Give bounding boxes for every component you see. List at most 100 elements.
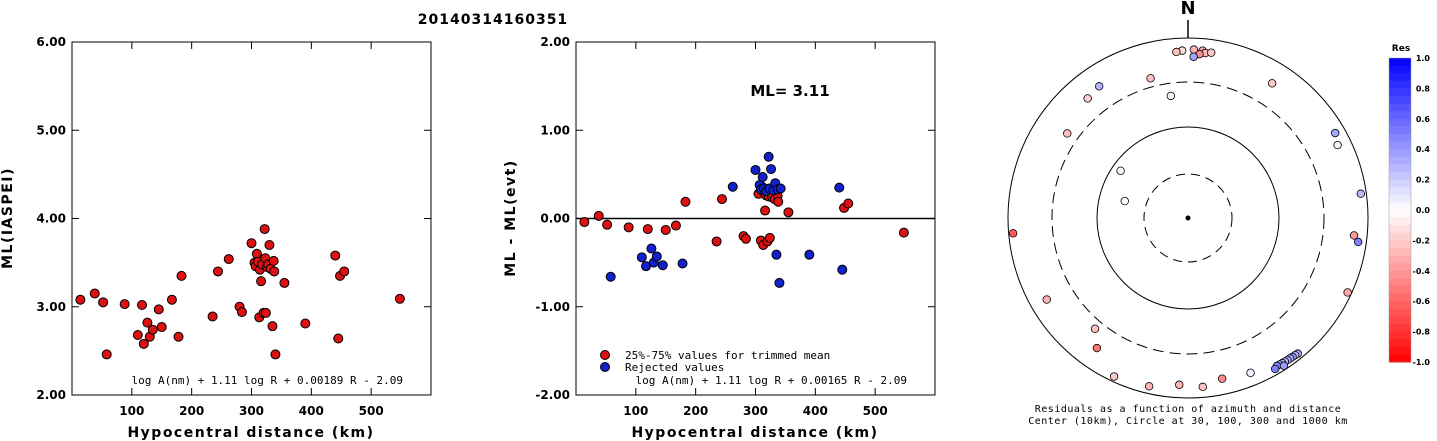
polar-data-point	[1207, 48, 1216, 57]
polar-data-point	[1246, 368, 1255, 378]
data-point	[333, 333, 344, 344]
data-point	[763, 151, 774, 162]
data-point	[657, 260, 668, 271]
data-point	[173, 331, 184, 342]
colorbar-swatch	[1389, 194, 1411, 203]
polar-data-point	[1270, 364, 1280, 374]
y-tick-label: 1.00	[540, 123, 570, 137]
colorbar-swatch	[1389, 331, 1411, 340]
x-tick-label: 300	[743, 404, 768, 418]
chart-ml-residual-formula: log A(nm) + 1.11 log R + 0.00165 R - 2.0…	[635, 374, 907, 387]
data-point	[259, 224, 270, 235]
colorbar-swatch	[1389, 149, 1411, 158]
ring-300km	[1051, 81, 1325, 355]
chart-ml-iaspei-ticks: 100 200 300 400 500 2.00 3.00 4.00 5.00 6.00	[36, 35, 431, 418]
legend-dot-rejected	[600, 362, 610, 372]
colorbar-swatch	[1389, 255, 1411, 264]
polar-data-point	[1189, 45, 1199, 54]
chart-ml-residual-ticks: 100 200 300 400 500 -2.00 -1.00 0.00 1.00 2.00	[535, 35, 935, 418]
x-tick-label: 300	[239, 404, 264, 418]
data-point	[766, 164, 777, 175]
data-point	[119, 299, 130, 310]
y-tick-label: 3.00	[36, 300, 66, 314]
data-point	[147, 324, 158, 335]
colorbar-tick-label: -0.2	[1413, 236, 1431, 245]
colorbar-swatch	[1389, 187, 1411, 196]
data-point	[207, 311, 218, 322]
colorbar-swatch	[1389, 270, 1411, 279]
legend-dot-trimmed	[600, 350, 610, 360]
ring-100km	[1096, 126, 1280, 310]
data-point	[153, 304, 164, 315]
legend-label-rejected: Rejected values	[625, 361, 724, 374]
data-point	[223, 254, 234, 265]
north-label: N	[1180, 0, 1195, 19]
colorbar-swatch	[1389, 111, 1411, 120]
data-point	[89, 288, 100, 299]
data-point	[267, 321, 278, 332]
data-point	[677, 258, 688, 269]
x-tick-label: 400	[299, 404, 324, 418]
polar-data-point	[1008, 229, 1018, 238]
data-point	[156, 322, 167, 333]
data-point	[593, 210, 604, 221]
chart-ml-residual-points	[579, 151, 909, 288]
colorbar-swatch	[1389, 88, 1411, 97]
data-point	[176, 270, 187, 281]
polar-data-point	[1353, 237, 1363, 247]
colorbar-swatch	[1389, 316, 1411, 325]
figure-title: 20140314160351	[418, 12, 568, 28]
data-point	[279, 277, 290, 288]
data-point	[898, 227, 909, 238]
colorbar-swatch	[1389, 225, 1411, 234]
data-point	[137, 299, 148, 310]
polar-data-point	[1120, 196, 1129, 206]
colorbar-tick-label: 0.8	[1416, 84, 1431, 93]
colorbar-ticks: 1.0 0.8 0.6 0.4 0.2 0.0 -0.2 -0.4 -0.6 -0.8 -1.0	[1413, 54, 1431, 367]
colorbar-swatch	[1389, 346, 1411, 355]
polar-caption-line2: Center (10km), Circle at 30, 100, 300 an…	[1028, 416, 1348, 427]
polar-residual-plot: N Residuals as a function of azimuth and…	[1007, 0, 1369, 427]
colorbar-swatch	[1389, 210, 1411, 219]
data-point	[646, 243, 657, 254]
data-point	[270, 349, 281, 360]
colorbar-swatch	[1389, 134, 1411, 143]
data-point	[212, 266, 223, 277]
data-point	[783, 207, 794, 218]
data-point	[760, 205, 771, 216]
data-point	[256, 276, 267, 287]
data-point	[138, 338, 149, 349]
colorbar-tick-label: -0.6	[1413, 297, 1431, 306]
data-point	[843, 198, 854, 209]
colorbar-swatch	[1389, 293, 1411, 302]
colorbar-tick-label: -0.4	[1413, 267, 1431, 276]
data-point	[834, 182, 845, 193]
y-tick-label: 0.00	[540, 212, 570, 226]
polar-data-point	[1109, 372, 1119, 381]
colorbar-swatch	[1389, 103, 1411, 112]
chart-ml-iaspei-points	[75, 224, 405, 360]
colorbar-tick-label: -1.0	[1413, 358, 1431, 367]
polar-data-point	[1146, 74, 1155, 83]
data-point	[804, 249, 815, 260]
colorbar-swatch	[1389, 263, 1411, 272]
colorbar-tick-label: -0.8	[1413, 328, 1431, 337]
colorbar-frame	[1388, 57, 1412, 363]
polar-data-point	[1083, 94, 1092, 103]
polar-data-point	[1116, 166, 1125, 176]
colorbar-swatch	[1389, 339, 1411, 348]
colorbar-swatch	[1389, 126, 1411, 135]
data-point	[711, 236, 722, 247]
chart-ml-iaspei: 100 200 300 400 500 2.00 3.00 4.00 5.00 6.00 log …	[0, 35, 432, 441]
y-tick-label: -1.00	[535, 300, 570, 314]
data-point	[394, 293, 405, 304]
polar-data-point	[1090, 324, 1100, 333]
colorbar-swatch	[1389, 278, 1411, 287]
colorbar-swatches	[1388, 57, 1412, 363]
colorbar-swatch	[1389, 248, 1411, 257]
colorbar-tick-label: 0.4	[1416, 145, 1431, 154]
data-point	[236, 307, 247, 318]
data-point	[579, 217, 590, 228]
polar-data-point	[1063, 129, 1072, 138]
